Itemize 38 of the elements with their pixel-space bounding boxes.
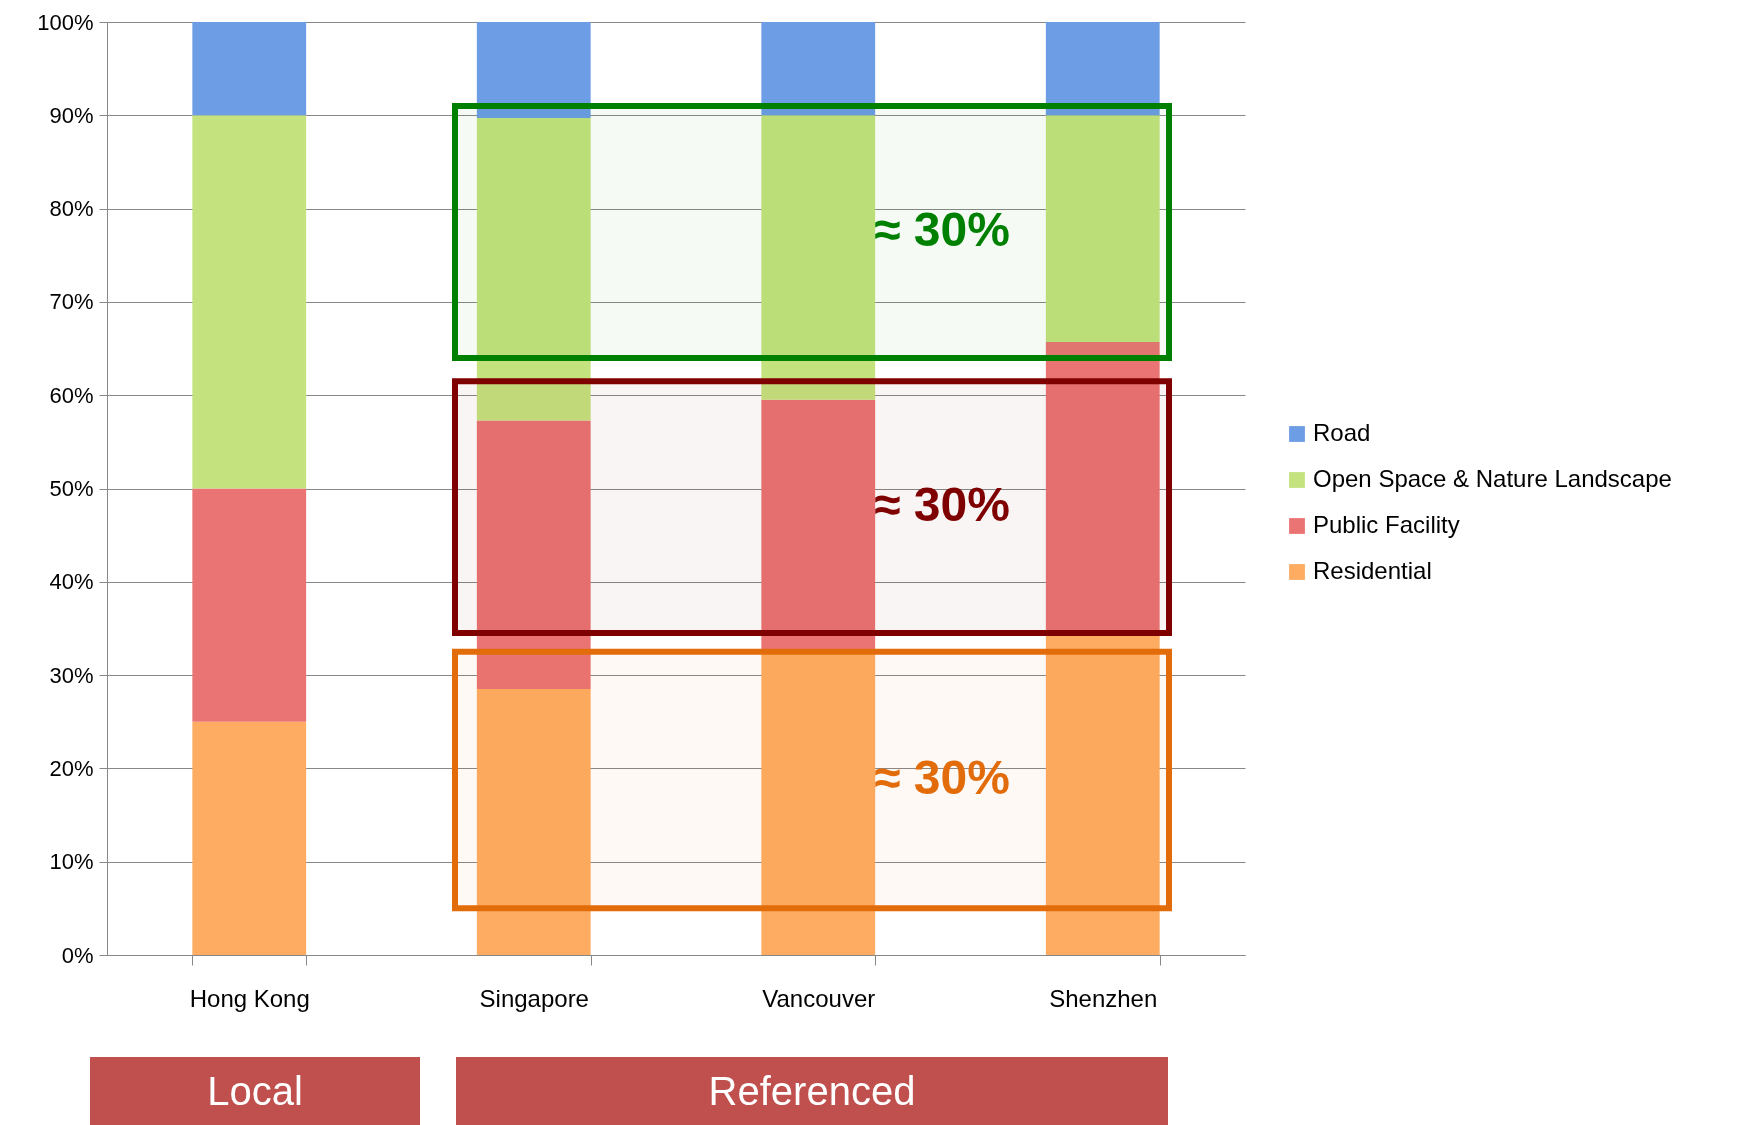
bar (1045, 22, 1160, 116)
y-tick-label: 40% (49, 569, 94, 595)
bar (761, 22, 876, 116)
y-tick-label: 90% (49, 102, 94, 128)
y-tick-label: 100% (37, 9, 94, 35)
band-label: ≈ 30% (874, 202, 1010, 256)
bar (192, 488, 307, 722)
legend-label: Open Space & Nature Landscape (1313, 465, 1672, 492)
x-tick-label: Vancouver (762, 984, 876, 1012)
text: Local (90, 1057, 420, 1125)
x-tick-label: Singapore (479, 984, 589, 1012)
bar (1045, 634, 1160, 955)
legend-label: Residential (1313, 557, 1432, 584)
x-tick-label: Hong Kong (189, 984, 310, 1012)
band-label: ≈ 30% (874, 751, 1010, 805)
legend-label: Public Facility (1313, 511, 1460, 538)
y-tick-label: 70% (49, 289, 94, 315)
bar (761, 115, 876, 400)
x-tick-label: Shenzhen (1049, 984, 1158, 1012)
y-tick-label: 60% (49, 382, 94, 408)
bar (476, 420, 591, 690)
y-tick-label: 10% (49, 849, 94, 875)
band-label: ≈ 30% (874, 478, 1010, 532)
y-tick-label: 30% (49, 662, 94, 688)
bar (476, 22, 591, 119)
text: Referenced (456, 1057, 1168, 1125)
bar (1045, 115, 1160, 343)
y-tick-label: 20% (49, 755, 94, 781)
legend-label: Road (1313, 419, 1371, 446)
y-tick-label: 80% (49, 196, 94, 222)
bar (192, 115, 307, 489)
y-tick-label: 50% (49, 476, 94, 501)
bar (192, 22, 307, 116)
bar (476, 689, 591, 955)
bar (761, 653, 876, 955)
bar (192, 721, 307, 955)
y-tick-label: 0% (61, 942, 94, 968)
bar (476, 118, 591, 421)
